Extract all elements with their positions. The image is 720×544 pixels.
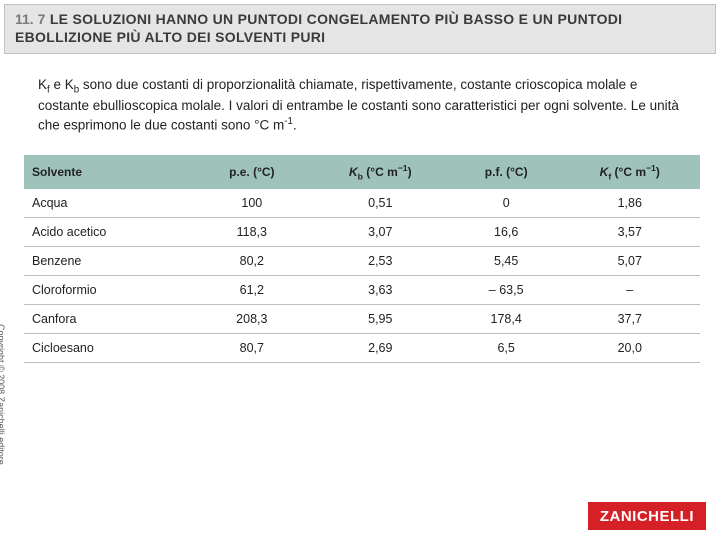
table-cell: 118,3 <box>196 218 308 247</box>
table-cell: 0 <box>453 189 560 218</box>
table-cell: 2,69 <box>308 334 453 363</box>
table-cell: 0,51 <box>308 189 453 218</box>
section-number: 11. 7 <box>15 11 45 27</box>
table-cell: 80,2 <box>196 247 308 276</box>
title-bar: 11. 7 LE SOLUZIONI HANNO UN PUNTODI CONG… <box>4 4 716 54</box>
table-row: Benzene80,22,535,455,07 <box>24 247 700 276</box>
solvent-table-wrap: Solventep.e. (°C)Kb (°C m−1)p.f. (°C)Kf … <box>24 155 700 363</box>
table-cell: – <box>559 276 700 305</box>
table-cell: 80,7 <box>196 334 308 363</box>
table-cell: Acido acetico <box>24 218 196 247</box>
para-sup: -1 <box>284 116 293 127</box>
table-cell: 100 <box>196 189 308 218</box>
table-cell: 3,63 <box>308 276 453 305</box>
solvent-table: Solventep.e. (°C)Kb (°C m−1)p.f. (°C)Kf … <box>24 155 700 363</box>
table-cell: Cloroformio <box>24 276 196 305</box>
table-row: Acqua1000,5101,86 <box>24 189 700 218</box>
table-cell: Cicloesano <box>24 334 196 363</box>
table-row: Acido acetico118,33,0716,63,57 <box>24 218 700 247</box>
table-row: Cicloesano80,72,696,520,0 <box>24 334 700 363</box>
col-header: p.e. (°C) <box>196 155 308 189</box>
copyright-text: Copyright © 2008 Zanichelli editore <box>0 324 6 465</box>
section-title: LE SOLUZIONI HANNO UN PUNTODI CONGELAMEN… <box>15 11 622 45</box>
col-header: p.f. (°C) <box>453 155 560 189</box>
table-body: Acqua1000,5101,86Acido acetico118,33,071… <box>24 189 700 363</box>
table-cell: 3,57 <box>559 218 700 247</box>
table-cell: 178,4 <box>453 305 560 334</box>
body-paragraph: Kf e Kb sono due costanti di proporziona… <box>0 54 720 149</box>
table-cell: Canfora <box>24 305 196 334</box>
table-cell: – 63,5 <box>453 276 560 305</box>
table-cell: 1,86 <box>559 189 700 218</box>
table-cell: Acqua <box>24 189 196 218</box>
table-cell: 6,5 <box>453 334 560 363</box>
table-row: Canfora208,35,95178,437,7 <box>24 305 700 334</box>
table-row: Cloroformio61,23,63– 63,5– <box>24 276 700 305</box>
table-cell: 208,3 <box>196 305 308 334</box>
col-header: Solvente <box>24 155 196 189</box>
table-head: Solventep.e. (°C)Kb (°C m−1)p.f. (°C)Kf … <box>24 155 700 189</box>
table-cell: 5,95 <box>308 305 453 334</box>
col-header: Kb (°C m−1) <box>308 155 453 189</box>
table-cell: 3,07 <box>308 218 453 247</box>
table-cell: 5,45 <box>453 247 560 276</box>
para-frag: K <box>38 77 47 92</box>
table-cell: 20,0 <box>559 334 700 363</box>
table-cell: Benzene <box>24 247 196 276</box>
table-cell: 5,07 <box>559 247 700 276</box>
para-frag: e K <box>50 77 74 92</box>
para-frag: . <box>293 118 297 133</box>
publisher-logo: ZANICHELLI <box>588 502 706 530</box>
table-cell: 16,6 <box>453 218 560 247</box>
table-cell: 61,2 <box>196 276 308 305</box>
table-cell: 2,53 <box>308 247 453 276</box>
table-cell: 37,7 <box>559 305 700 334</box>
col-header: Kf (°C m−1) <box>559 155 700 189</box>
para-frag: sono due costanti di proporzionalità chi… <box>38 77 679 133</box>
